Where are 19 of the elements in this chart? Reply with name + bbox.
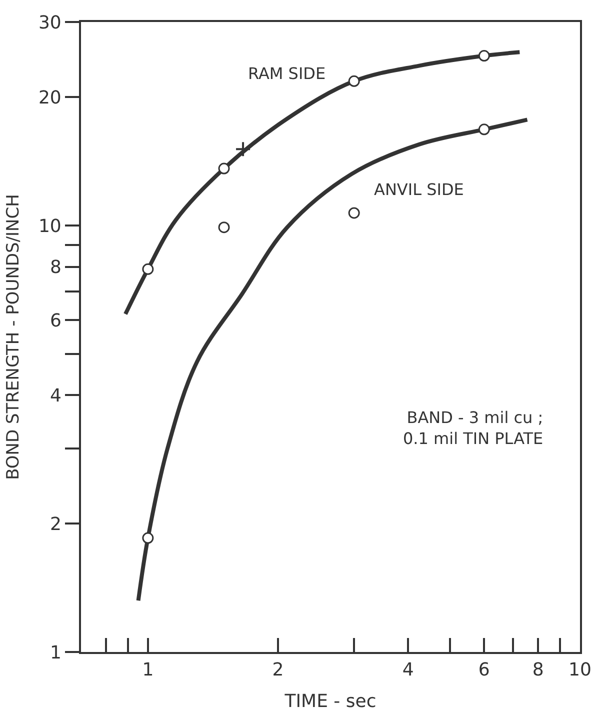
y-tick-label: 20: [38, 87, 62, 108]
x-axis-title: TIME - sec: [284, 691, 376, 712]
series-label: ANVIL SIDE: [374, 180, 464, 199]
y-tick-label: 30: [38, 12, 62, 34]
y-tick-label: 1: [50, 642, 62, 664]
x-tick-label: 8: [532, 660, 544, 681]
series-label: RAM SIDE: [248, 64, 326, 83]
y-axis-title: BOND STRENGTH - POUNDS/INCH: [4, 194, 24, 480]
y-tick-label: 2: [50, 514, 62, 535]
x-tick-label: 1: [142, 660, 154, 681]
x-tick-label: 6: [478, 660, 490, 681]
x-tick-label: 4: [402, 660, 414, 681]
x-tick-label: 10: [568, 660, 592, 681]
y-tick-label: 8: [50, 257, 62, 278]
y-tick-label: 6: [50, 310, 62, 332]
annotation: BAND - 3 mil cu ; 0.1 mil TIN PLATE: [403, 408, 544, 448]
y-tick-label: 4: [50, 386, 62, 407]
y-tick-label: 10: [38, 216, 62, 237]
x-tick-label: 2: [272, 660, 284, 681]
